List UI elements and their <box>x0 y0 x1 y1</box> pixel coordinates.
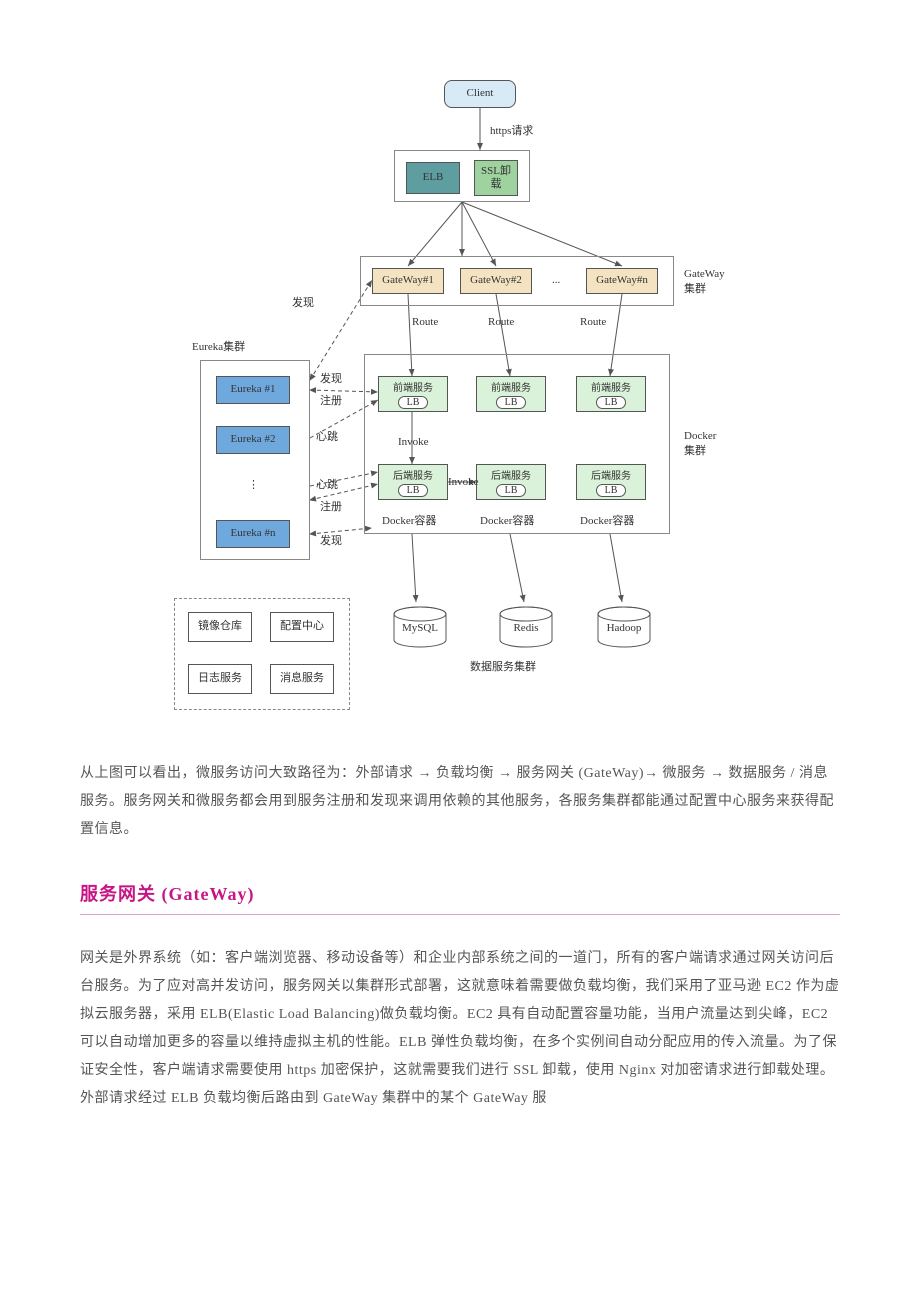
node-eu2: Eureka #2 <box>216 426 290 454</box>
lb-pill: LB <box>398 396 428 409</box>
edge-label-invoke2: Invoke <box>448 476 479 488</box>
edge-label-discover_top: 发现 <box>292 294 314 310</box>
service-fe1: 前端服务 LB <box>378 376 448 412</box>
edge-label-route2: Route <box>488 316 514 328</box>
edge-label-discover1: 发现 <box>320 370 342 386</box>
node-ssl: SSL卸 载 <box>474 160 518 196</box>
db-label: MySQL <box>402 622 438 634</box>
lb-pill: LB <box>596 396 626 409</box>
node-eu1: Eureka #1 <box>216 376 290 404</box>
node-elb: ELB <box>406 162 460 194</box>
service-fe2: 前端服务 LB <box>476 376 546 412</box>
edge-label-heart2: 心跳 <box>316 476 338 492</box>
service-be1: 后端服务 LB <box>378 464 448 500</box>
edge-label-heart1: 心跳 <box>316 428 338 444</box>
node-config: 配置中心 <box>270 612 334 642</box>
edge-label-register2: 注册 <box>320 498 342 514</box>
node-eu3: Eureka #n <box>216 520 290 548</box>
edge-label-register1: 注册 <box>320 392 342 408</box>
edge-label-dots_gw: ... <box>552 274 560 286</box>
node-gw2: GateWay#2 <box>460 268 532 294</box>
service-title: 前端服务 <box>577 379 645 394</box>
lb-pill: LB <box>596 484 626 497</box>
service-title: 后端服务 <box>577 467 645 482</box>
service-title: 前端服务 <box>477 379 545 394</box>
edge-label-docker_grp: Docker 集群 <box>684 430 716 458</box>
database-mysql: MySQL <box>392 606 448 648</box>
container-label-c2: Docker容器 <box>480 512 534 528</box>
edge <box>412 534 416 602</box>
edge <box>510 534 524 602</box>
container-label-c1: Docker容器 <box>382 512 436 528</box>
architecture-diagram: Client ELB SSL卸 载 GateWay#1 GateWay#2 GateWay… <box>140 80 780 720</box>
database-redis: Redis <box>498 606 554 648</box>
service-title: 后端服务 <box>379 467 447 482</box>
node-mq: 消息服务 <box>270 664 334 694</box>
edge-label-route3: Route <box>580 316 606 328</box>
db-label: Hadoop <box>607 622 642 634</box>
edge-label-data_cluster: 数据服务集群 <box>470 658 536 674</box>
lb-pill: LB <box>398 484 428 497</box>
service-be2: 后端服务 LB <box>476 464 546 500</box>
edge-label-discover2: 发现 <box>320 532 342 548</box>
node-log: 日志服务 <box>188 664 252 694</box>
db-label: Redis <box>513 622 538 634</box>
node-gw1: GateWay#1 <box>372 268 444 294</box>
service-title: 前端服务 <box>379 379 447 394</box>
paragraph-intro: 从上图可以看出，微服务访问大致路径为：外部请求 → 负载均衡 → 服务网关 (G… <box>80 760 840 844</box>
edge-label-gw_grp: GateWay 集群 <box>684 268 725 296</box>
edge-label-eureka_grp: Eureka集群 <box>192 338 245 354</box>
lb-pill: LB <box>496 484 526 497</box>
node-repo: 镜像仓库 <box>188 612 252 642</box>
edge <box>610 534 622 602</box>
edge-label-dots_eu: ⋮ <box>248 478 259 491</box>
paragraph-gateway: 网关是外界系统（如：客户端浏览器、移动设备等）和企业内部系统之间的一道门，所有的… <box>80 945 840 1113</box>
service-fe3: 前端服务 LB <box>576 376 646 412</box>
node-gw3: GateWay#n <box>586 268 658 294</box>
edge-label-https: https请求 <box>490 122 533 138</box>
edge-label-route1: Route <box>412 316 438 328</box>
container-label-c3: Docker容器 <box>580 512 634 528</box>
section-heading-gateway: 服务网关 (GateWay) <box>80 880 840 915</box>
service-title: 后端服务 <box>477 467 545 482</box>
lb-pill: LB <box>496 396 526 409</box>
database-hadoop: Hadoop <box>596 606 652 648</box>
edge-label-invoke1: Invoke <box>398 436 429 448</box>
node-client: Client <box>444 80 516 108</box>
service-be3: 后端服务 LB <box>576 464 646 500</box>
